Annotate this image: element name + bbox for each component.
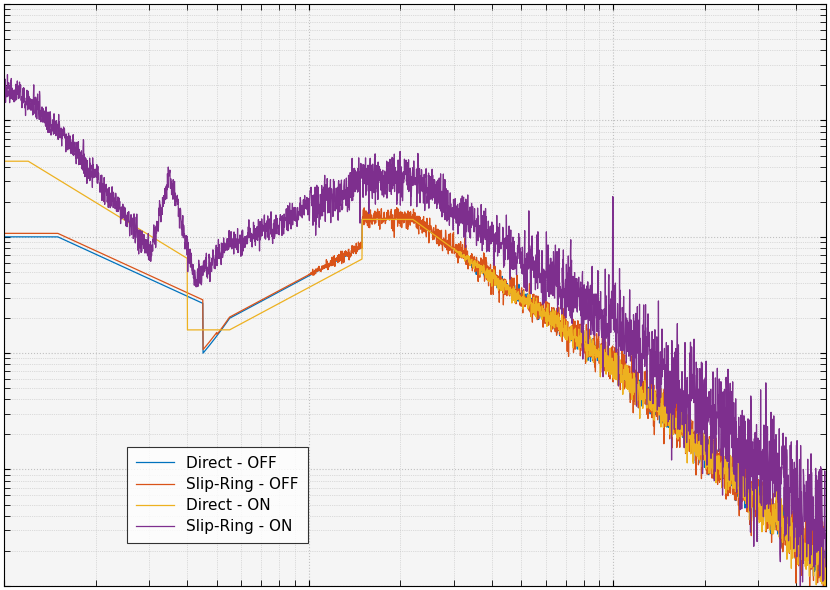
Direct - OFF: [805, 565, 815, 572]
Slip-Ring - OFF: [716, 457, 726, 464]
Slip-Ring - OFF: [805, 569, 815, 576]
Slip-Ring - ON: [821, 563, 830, 570]
Direct - OFF: [0, 233, 9, 240]
Slip-Ring - OFF: [315, 264, 325, 271]
Line: Slip-Ring - OFF: Slip-Ring - OFF: [4, 208, 826, 590]
Line: Slip-Ring - ON: Slip-Ring - ON: [4, 75, 826, 590]
Slip-Ring - OFF: [350, 244, 360, 251]
Direct - OFF: [350, 248, 360, 255]
Direct - ON: [142, 230, 152, 237]
Slip-Ring - ON: [2, 71, 12, 78]
Direct - OFF: [142, 274, 152, 281]
Direct - OFF: [357, 216, 367, 223]
Slip-Ring - ON: [805, 533, 815, 540]
Slip-Ring - OFF: [0, 230, 9, 237]
Direct - OFF: [821, 575, 830, 582]
Direct - ON: [93, 200, 103, 207]
Direct - ON: [350, 260, 360, 267]
Slip-Ring - ON: [142, 237, 152, 244]
Direct - OFF: [716, 458, 726, 466]
Direct - ON: [821, 565, 830, 572]
Slip-Ring - OFF: [821, 552, 830, 559]
Slip-Ring - ON: [716, 423, 726, 430]
Line: Direct - ON: Direct - ON: [4, 161, 826, 590]
Slip-Ring - ON: [93, 176, 103, 183]
Slip-Ring - OFF: [142, 271, 152, 278]
Direct - ON: [0, 158, 9, 165]
Direct - OFF: [93, 252, 103, 259]
Direct - OFF: [315, 267, 325, 274]
Slip-Ring - OFF: [93, 248, 103, 255]
Line: Direct - OFF: Direct - OFF: [4, 219, 826, 578]
Direct - ON: [315, 278, 325, 286]
Direct - ON: [805, 544, 815, 551]
Direct - OFF: [821, 550, 830, 558]
Slip-Ring - OFF: [392, 204, 402, 211]
Direct - ON: [716, 460, 726, 467]
Slip-Ring - ON: [315, 201, 325, 208]
Slip-Ring - ON: [0, 88, 9, 95]
Slip-Ring - ON: [350, 188, 360, 195]
Legend: Direct - OFF, Slip-Ring - OFF, Direct - ON, Slip-Ring - ON: Direct - OFF, Slip-Ring - OFF, Direct - …: [127, 447, 308, 543]
